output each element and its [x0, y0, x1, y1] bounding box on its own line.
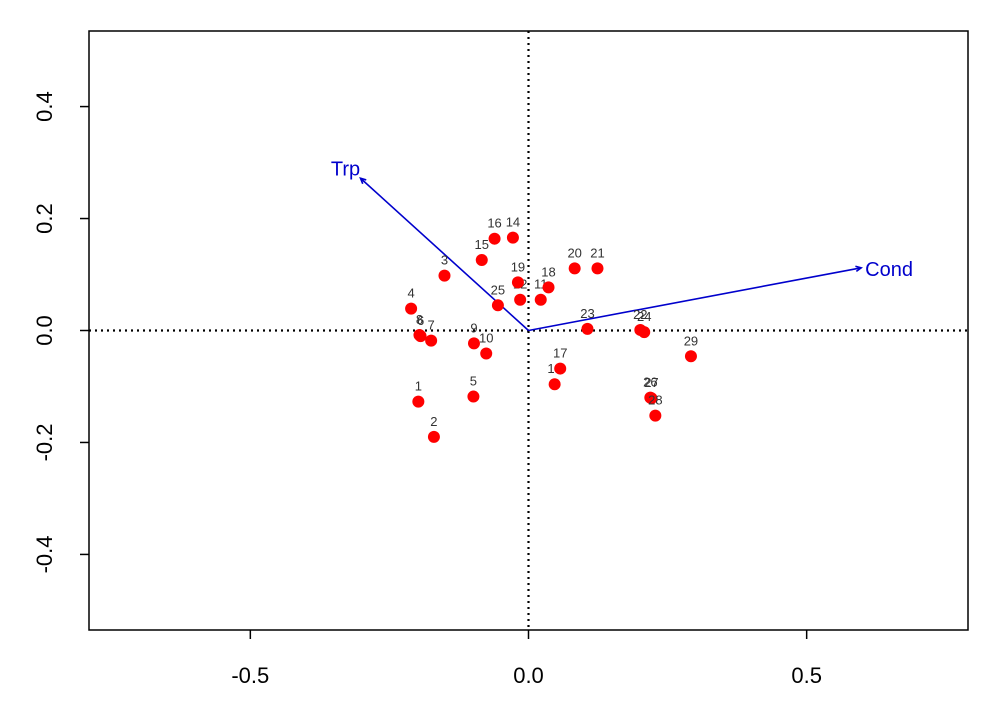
point-label: 29 [684, 333, 698, 348]
data-point [467, 390, 480, 403]
point-label: 27 [644, 375, 658, 390]
point-label: 10 [479, 330, 493, 345]
x-tick-label: 0.5 [791, 663, 822, 688]
data-point [554, 362, 567, 375]
y-axis: -0.4 -0.2 0.0 0.2 0.4 [32, 91, 89, 573]
y-tick-label: 0.0 [32, 315, 57, 346]
point-label: 6 [417, 313, 424, 328]
data-point [425, 334, 438, 347]
point-label: 22 [633, 307, 647, 322]
data-point [684, 350, 697, 363]
data-point [542, 281, 555, 294]
data-point [568, 262, 581, 275]
y-tick-label: -0.4 [32, 535, 57, 573]
vector-label: Trp [331, 159, 360, 181]
data-point [475, 253, 488, 266]
point-label: 24 [637, 309, 651, 324]
point-label: 26 [643, 375, 657, 390]
point-label: 25 [491, 282, 505, 297]
data-point [511, 276, 524, 289]
data-point [514, 293, 527, 306]
point-label: 20 [567, 245, 581, 260]
y-tick-label: 0.4 [32, 91, 57, 122]
data-point [488, 232, 501, 245]
vector-line [528, 267, 862, 332]
x-tick-label: -0.5 [231, 663, 269, 688]
point-label: 21 [590, 245, 604, 260]
data-point [405, 302, 418, 315]
point-label: 28 [648, 393, 662, 408]
point-label: 3 [441, 253, 448, 268]
data-point [649, 409, 662, 422]
point-label: 5 [470, 374, 477, 389]
point-label: 2 [430, 414, 437, 429]
point-label: 23 [580, 306, 594, 321]
vector-arrows: Trp Cond [331, 159, 913, 332]
scatter-points: 1234567891011121314151617181920212223242… [405, 215, 698, 443]
data-point [591, 262, 604, 275]
data-point [438, 269, 451, 282]
point-label: 16 [487, 216, 501, 231]
x-axis: -0.5 0.0 0.5 [231, 630, 822, 688]
vector-arrowhead [359, 176, 367, 185]
data-point [534, 293, 547, 306]
y-tick-label: 0.2 [32, 203, 57, 234]
data-point [548, 378, 561, 391]
point-label: 9 [470, 320, 477, 335]
point-label: 8 [416, 312, 423, 327]
point-label: 18 [541, 264, 555, 279]
y-tick-label: -0.2 [32, 424, 57, 462]
x-tick-label: 0.0 [513, 663, 544, 688]
point-label: 7 [428, 318, 435, 333]
vector-label: Cond [865, 259, 913, 281]
data-point [413, 328, 426, 341]
vector-arrowhead [855, 265, 863, 273]
point-label: 14 [506, 215, 520, 230]
data-point [638, 326, 651, 339]
data-point [412, 395, 425, 408]
data-point [506, 231, 519, 244]
data-point [581, 322, 594, 335]
point-label: 19 [511, 259, 525, 274]
data-point [427, 430, 440, 443]
data-point [480, 347, 493, 360]
data-point [491, 299, 504, 312]
point-label: 4 [407, 286, 414, 301]
point-label: 1 [415, 379, 422, 394]
data-point [467, 337, 480, 350]
point-label: 15 [475, 237, 489, 252]
point-label: 17 [553, 346, 567, 361]
data-point [645, 392, 658, 405]
